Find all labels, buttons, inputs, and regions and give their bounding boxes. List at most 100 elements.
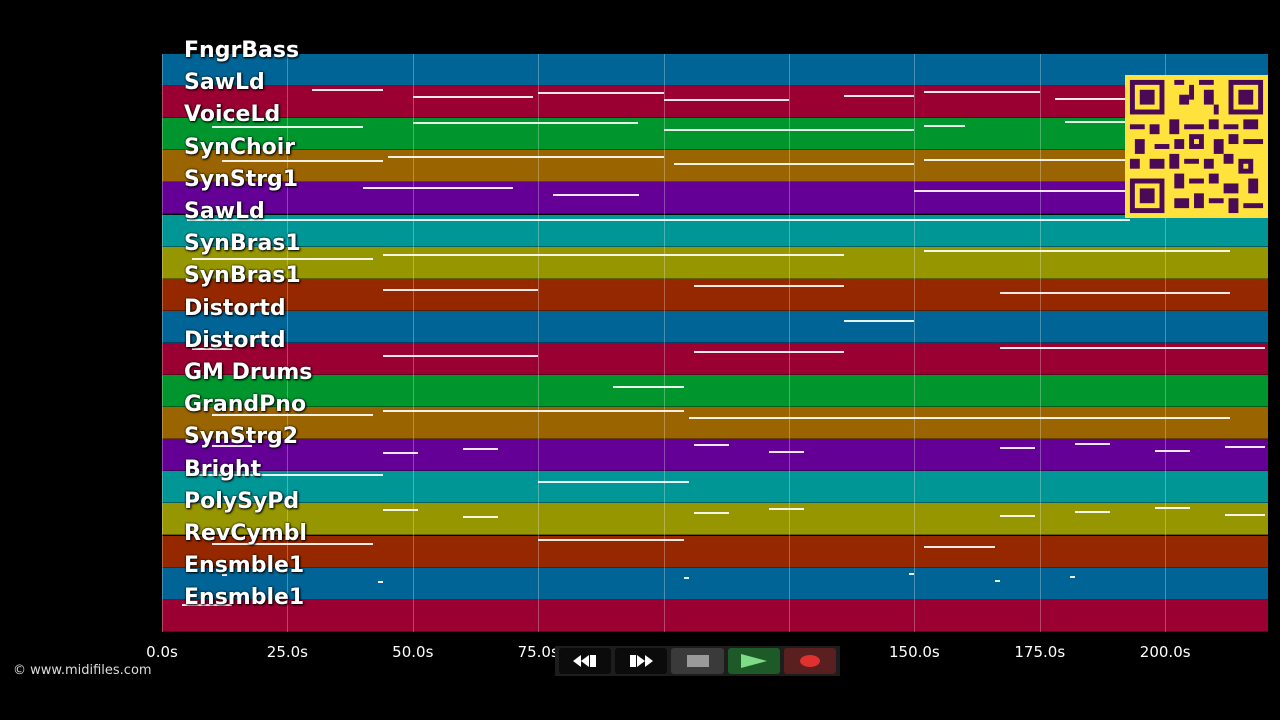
track-label: SawLd <box>184 199 265 224</box>
note-bar <box>212 126 363 129</box>
grid-line <box>162 54 163 632</box>
time-tick-label: 75.0s <box>517 643 559 661</box>
rewind-icon <box>573 655 597 667</box>
note-bar <box>844 319 915 322</box>
track-lane <box>162 86 1268 119</box>
note-bar <box>999 291 1231 294</box>
note-bar <box>914 190 1131 193</box>
record-icon <box>799 655 820 667</box>
note-bar <box>1074 443 1110 446</box>
time-tick-label: 0.0s <box>146 643 178 661</box>
note-bar <box>1074 511 1110 514</box>
track-lane <box>162 407 1268 440</box>
track-lane <box>162 54 1268 86</box>
play-icon <box>740 654 767 668</box>
note-bar <box>1155 507 1191 510</box>
track-label: Distortd <box>184 295 286 321</box>
note-bar <box>382 354 539 357</box>
track-label: SawLd <box>184 70 265 96</box>
fast-forward-button[interactable] <box>615 648 668 674</box>
track-label: Distortd <box>184 327 286 353</box>
track-label: GM Drums <box>184 360 313 385</box>
track-label: SynStrg2 <box>184 424 299 450</box>
note-bar <box>212 414 373 417</box>
track-label: SynStrg1 <box>184 166 299 192</box>
note-bar <box>693 444 729 447</box>
note-bar <box>222 573 228 576</box>
note-bar <box>924 545 995 548</box>
time-tick-label: 25.0s <box>266 643 308 661</box>
note-bar <box>187 218 1131 221</box>
track-lane <box>162 246 1268 279</box>
track-lane <box>162 535 1268 568</box>
grid-line <box>1165 54 1167 632</box>
track-lane <box>162 599 1268 632</box>
track-label: VoiceLd <box>184 102 281 128</box>
note-bar <box>192 257 373 260</box>
fast-forward-icon <box>630 655 654 667</box>
time-tick-label: 150.0s <box>888 643 940 661</box>
note-bar <box>844 95 915 98</box>
note-bar <box>462 516 499 519</box>
play-button[interactable] <box>727 648 780 674</box>
track-label: SynChoir <box>184 134 296 160</box>
note-bar <box>768 508 805 511</box>
note-bar <box>192 347 233 350</box>
grid-line <box>914 54 916 632</box>
note-bar <box>412 96 534 99</box>
grid-line <box>663 54 665 632</box>
note-bar <box>387 156 664 159</box>
grid-line <box>287 54 289 632</box>
grid-line <box>788 54 790 632</box>
track-lane <box>162 567 1268 600</box>
track-lane <box>162 310 1268 343</box>
note-bar <box>909 572 915 575</box>
track-label: Bright <box>184 456 262 482</box>
note-bar <box>182 603 233 606</box>
note-bar <box>553 194 639 197</box>
note-bar <box>187 474 383 477</box>
note-bar <box>673 163 915 166</box>
track-label: Ensmble1 <box>184 585 305 611</box>
copyright-watermark: © www.midifiles.com <box>13 663 152 678</box>
qr-code-image <box>1125 75 1268 218</box>
track-label: PolySyPd <box>184 488 300 514</box>
note-bar <box>377 580 383 583</box>
grid-line <box>1039 54 1041 632</box>
track-lane <box>162 118 1268 151</box>
note-bar <box>222 160 383 163</box>
note-bar <box>1069 575 1075 578</box>
qr-code-icon <box>1125 75 1268 218</box>
rewind-button[interactable] <box>559 648 612 674</box>
note-bar <box>382 410 684 413</box>
stop-button[interactable] <box>671 648 724 674</box>
note-bar <box>382 452 418 455</box>
note-bar <box>1155 450 1191 453</box>
note-bar <box>462 448 499 451</box>
track-label: FngrBass <box>184 38 300 63</box>
grid-line <box>538 54 540 632</box>
track-lane <box>162 150 1268 183</box>
note-bar <box>412 122 639 125</box>
note-bar <box>924 125 965 128</box>
note-bar <box>683 576 689 579</box>
note-bar <box>382 509 418 512</box>
note-bar <box>538 538 684 541</box>
grid-line <box>412 54 414 632</box>
track-lane <box>162 375 1268 407</box>
note-bar <box>312 89 383 92</box>
record-button[interactable] <box>783 648 837 674</box>
note-bar <box>663 99 789 102</box>
note-bar <box>1225 446 1266 449</box>
track-lane <box>162 278 1268 311</box>
note-bar <box>924 159 1131 162</box>
note-bar <box>613 386 684 389</box>
note-bar <box>999 515 1035 518</box>
note-bar <box>994 579 1000 582</box>
track-label: GrandPno <box>184 392 307 418</box>
note-bar <box>1064 121 1131 124</box>
note-bar <box>1054 98 1131 101</box>
time-tick-label: 50.0s <box>392 643 434 661</box>
note-bar <box>693 512 729 515</box>
note-bar <box>212 542 373 545</box>
